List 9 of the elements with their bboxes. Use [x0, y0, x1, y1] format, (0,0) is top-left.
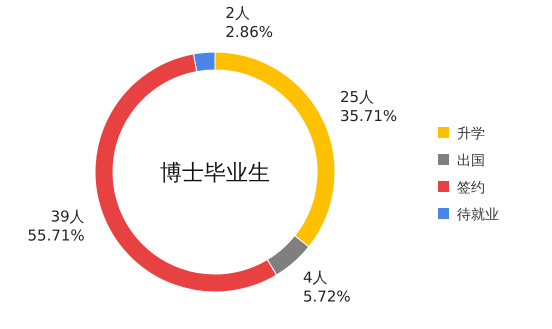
- text: 博士毕业生: [160, 161, 270, 186]
- data-label: 2人 2.86%: [225, 4, 274, 41]
- legend-label: 升学: [457, 126, 485, 142]
- data-label: 39人 55.71%: [27, 207, 85, 244]
- legend-label: 出国: [457, 153, 485, 169]
- data-label: 4人 5.72%: [303, 268, 351, 306]
- legend-label: 待就业: [457, 207, 499, 223]
- legend-label: 签约: [457, 180, 485, 196]
- data-label: 25人 35.71%: [340, 88, 398, 126]
